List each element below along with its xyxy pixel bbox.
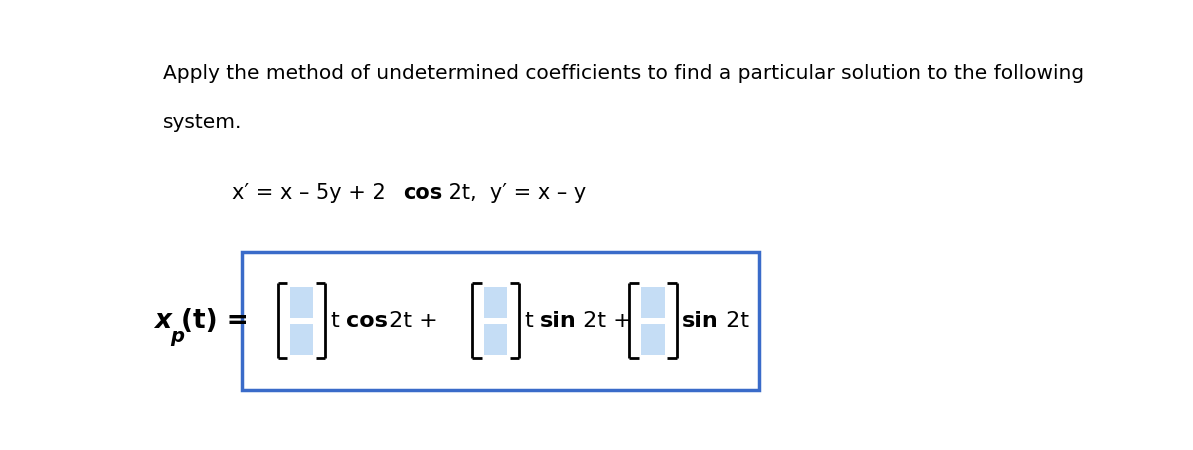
Bar xyxy=(290,287,314,318)
Text: 2t,  y′ = x – y: 2t, y′ = x – y xyxy=(443,183,587,202)
Text: p: p xyxy=(171,327,185,346)
Text: t: t xyxy=(525,311,540,331)
FancyBboxPatch shape xyxy=(241,252,760,390)
Text: Apply the method of undetermined coefficients to find a particular solution to t: Apply the method of undetermined coeffic… xyxy=(163,64,1084,83)
Text: x′ = x – 5y + 2: x′ = x – 5y + 2 xyxy=(233,183,392,202)
Bar xyxy=(484,287,507,318)
Bar xyxy=(642,324,665,355)
Text: 2t: 2t xyxy=(719,311,749,331)
Text: x: x xyxy=(154,308,171,334)
Text: 2t +: 2t + xyxy=(576,311,631,331)
Bar xyxy=(484,324,507,355)
Text: sin: sin xyxy=(539,311,576,331)
Text: sin: sin xyxy=(682,311,719,331)
Text: cos: cos xyxy=(346,311,388,331)
Text: 2t +: 2t + xyxy=(382,311,438,331)
Text: cos: cos xyxy=(403,183,443,202)
Text: system.: system. xyxy=(163,113,242,132)
Bar xyxy=(290,324,314,355)
Bar xyxy=(642,287,665,318)
Text: (t) =: (t) = xyxy=(181,308,249,334)
Text: t: t xyxy=(330,311,347,331)
